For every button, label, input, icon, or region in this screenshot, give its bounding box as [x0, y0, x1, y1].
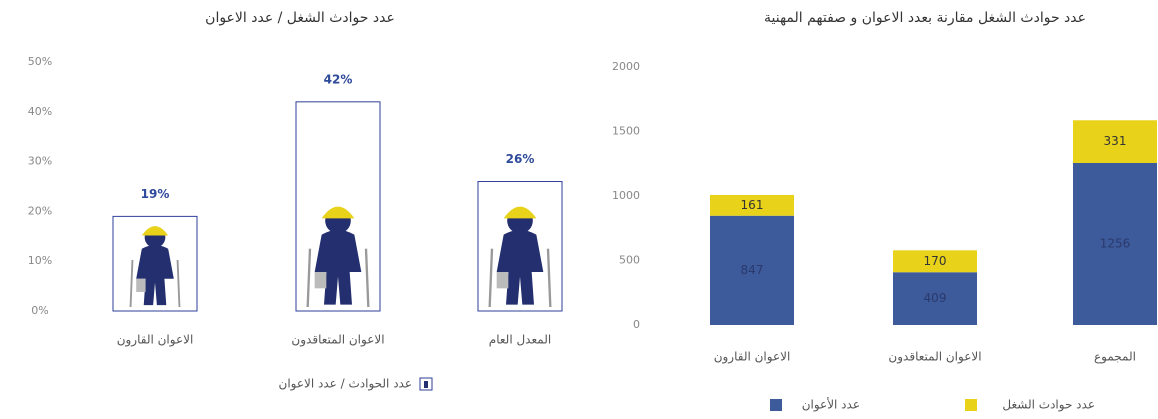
y-tick-label: 50%	[28, 55, 52, 68]
bar-segment	[893, 250, 977, 273]
bar-segment	[1073, 162, 1157, 325]
figure-crutch	[488, 248, 494, 308]
legend-label: عدد الحوادث / عدد الاعوان	[279, 377, 413, 392]
figure	[306, 206, 370, 308]
value-label: 26%	[506, 152, 535, 166]
figure-crutch	[546, 248, 552, 308]
figure-cast	[136, 278, 146, 292]
figure-cast	[314, 272, 327, 289]
bar-box	[295, 101, 381, 312]
x-tick-label: المعدل العام	[489, 333, 551, 347]
value-label: 170	[924, 254, 947, 268]
figure-helmet	[503, 206, 537, 219]
value-label: 1256	[1100, 236, 1131, 250]
bar-box	[477, 181, 563, 312]
figure-helmet	[141, 226, 169, 236]
chart-title: عدد حوادث الشغل مقارنة بعدد الاعوان و صف…	[764, 10, 1086, 26]
figure-crutch	[129, 259, 134, 308]
y-tick-label: 10%	[28, 254, 52, 267]
x-tick-label: المجموع	[1094, 350, 1136, 365]
chart-title: عدد حوادث الشغل / عدد الاعوان	[205, 10, 395, 26]
legend-swatch	[965, 399, 977, 411]
y-tick-label: 1500	[612, 125, 640, 138]
y-tick-label: 20%	[28, 204, 52, 217]
value-label: 409	[924, 291, 947, 305]
legend-swatch	[770, 399, 782, 411]
bar-segment	[1073, 120, 1157, 163]
figure-helmet	[321, 206, 355, 219]
bar-segment	[710, 215, 794, 325]
legend-swatch-figure	[424, 381, 428, 388]
figure-body	[314, 230, 362, 305]
value-label: 42%	[324, 72, 353, 86]
legend-label: عدد الأعوان	[802, 397, 860, 413]
y-tick-label: 500	[619, 254, 640, 267]
y-tick-label: 0%	[31, 304, 48, 317]
value-label: 847	[741, 263, 764, 277]
bar-box	[112, 215, 198, 312]
figure-crutch	[364, 248, 370, 308]
legend-label: عدد حوادث الشغل	[1002, 398, 1095, 413]
figure-crutch	[176, 259, 181, 308]
y-tick-label: 1000	[612, 189, 640, 202]
y-tick-label: 30%	[28, 155, 52, 168]
y-tick-label: 40%	[28, 105, 52, 118]
x-tick-label: الاعوان القارون	[714, 350, 791, 365]
x-tick-label: الاعوان القارون	[117, 333, 194, 348]
bar-segment	[893, 272, 977, 325]
value-label: 19%	[141, 187, 170, 201]
figure-body	[136, 244, 174, 306]
x-tick-label: الاعوان المتعاقدون	[888, 350, 981, 365]
y-tick-label: 2000	[612, 60, 640, 73]
figure-cast	[496, 272, 509, 289]
figure	[488, 206, 552, 308]
figure-crutch	[306, 248, 312, 308]
figure	[129, 226, 181, 308]
x-tick-label: الاعوان المتعاقدون	[291, 333, 384, 348]
y-tick-label: 0	[633, 318, 640, 331]
figure-body	[496, 230, 544, 305]
value-label: 161	[741, 198, 764, 212]
bar-segment	[710, 194, 794, 216]
value-label: 331	[1104, 134, 1127, 148]
